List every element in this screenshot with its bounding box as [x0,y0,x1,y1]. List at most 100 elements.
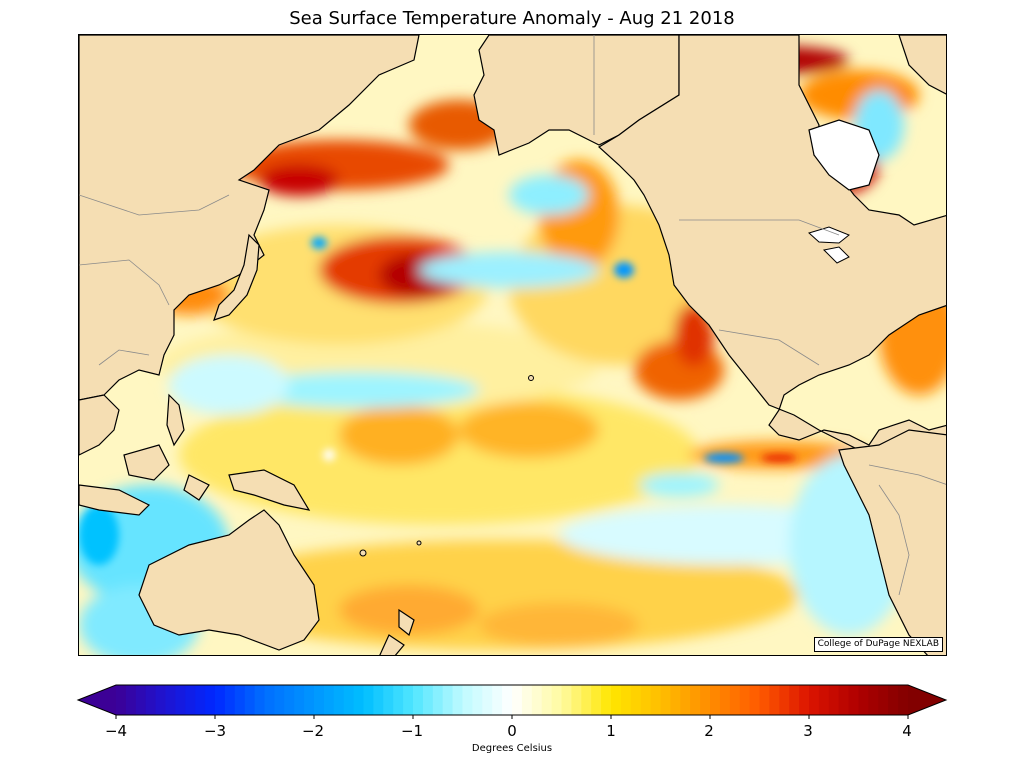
colorbar-swatch [452,685,464,715]
colorbar-swatch [314,685,325,715]
colorbar-swatch [868,685,879,715]
colorbar-swatch [482,685,493,715]
colorbar-swatch [145,685,157,715]
colorbar-swatch [432,685,444,715]
credit-label: College of DuPage NEXLAB [813,637,943,652]
colorbar-swatch [323,685,335,715]
colorbar-swatch [541,685,553,715]
colorbar-swatch [561,685,572,715]
colorbar-swatch [630,685,642,715]
colorbar-swatch [551,685,563,715]
colorbar-swatch [155,685,167,715]
colorbar-swatch [195,685,206,715]
colorbar-swatch [304,685,315,715]
colorbar-swatch [670,685,681,715]
colorbar-swatch [521,685,533,715]
colorbar-swatch [413,685,424,715]
colorbar-tick-label: 0 [507,722,517,740]
colorbar-swatch [710,685,721,715]
colorbar-swatch [264,685,275,715]
colorbar-swatch [848,685,860,715]
colorbar-swatch [125,685,137,715]
colorbar-swatch [502,685,513,715]
colorbar-swatch [205,685,216,715]
colorbar-swatch [512,685,523,715]
colorbar-label: Degrees Celsius [471,743,553,754]
anomaly-details [79,237,797,565]
colorbar-swatch [828,685,840,715]
colorbar-swatch [274,685,285,715]
colorbar-tick-label: 2 [704,722,714,740]
colorbar-swatch [660,685,671,715]
colorbar-swatch [581,685,592,715]
colorbar-swatch [383,685,394,715]
colorbar-swatch [729,685,741,715]
colorbar-swatch [422,685,434,715]
colorbar-swatch [175,685,186,715]
colorbar [76,684,948,719]
colorbar-swatch [769,685,780,715]
colorbar-swatch [759,685,770,715]
colorbar-swatch [690,685,701,715]
colorbar-swatch [472,685,483,715]
colorbar-swatch [244,685,256,715]
colorbar-swatch [601,685,612,715]
colorbar-swatch [878,685,889,715]
colorbar-swatch [116,685,127,715]
colorbar-swatch [611,685,622,715]
colorbar-swatch [185,685,196,715]
colorbar-swatch [284,685,295,715]
colorbar-swatch [343,685,355,715]
colorbar-tick-label: 1 [606,722,616,740]
map-canvas [79,35,946,655]
colorbar-swatch [531,685,543,715]
great-lakes [808,226,850,264]
map-title: Sea Surface Temperature Anomaly - Aug 21… [289,8,735,29]
colorbar-swatch [640,685,652,715]
land-masses [79,35,946,655]
colorbar-swatch [234,685,246,715]
colorbar-swatch [393,685,404,715]
colorbar-extend-high [908,685,946,715]
colorbar-swatch [492,685,503,715]
colorbar-swatch [353,685,365,715]
colorbar-tick-label: −4 [104,722,128,740]
colorbar-swatch [888,685,899,715]
colorbar-swatch [779,685,790,715]
colorbar-swatch [838,685,850,715]
colorbar-swatch [620,685,632,715]
colorbar-tick-label: 4 [902,722,912,740]
colorbar-swatch [442,685,454,715]
colorbar-tick-label: −3 [203,722,227,740]
political-borders [79,35,946,596]
colorbar-swatch [403,685,414,715]
colorbar-swatch [739,685,751,715]
colorbar-swatch [650,685,662,715]
colorbar-swatch [858,685,869,715]
colorbar-swatch [898,685,909,715]
colorbar-swatch [719,685,731,715]
colorbar-tick-label: 3 [803,722,813,740]
colorbar-tick-label: −1 [400,722,424,740]
colorbar-swatch [215,685,226,715]
colorbar-swatch [749,685,761,715]
colorbar-swatch [680,685,691,715]
colorbar-swatch [799,685,810,715]
colorbar-swatch [809,685,820,715]
colorbar-swatch [591,685,602,715]
colorbar-swatch [224,685,236,715]
colorbar-swatch [333,685,345,715]
colorbar-swatch [818,685,830,715]
colorbar-swatch [789,685,800,715]
colorbar-swatch [135,685,147,715]
colorbar-swatch [373,685,384,715]
colorbar-swatch [571,685,582,715]
colorbar-swatch [363,685,374,715]
colorbar-swatch [165,685,176,715]
colorbar-swatch [254,685,266,715]
pacific-islands [359,375,534,557]
colorbar-swatch [462,685,473,715]
colorbar-swatch [700,685,711,715]
sst-anomaly-map: College of DuPage NEXLAB [78,34,947,656]
colorbar-swatch [294,685,305,715]
